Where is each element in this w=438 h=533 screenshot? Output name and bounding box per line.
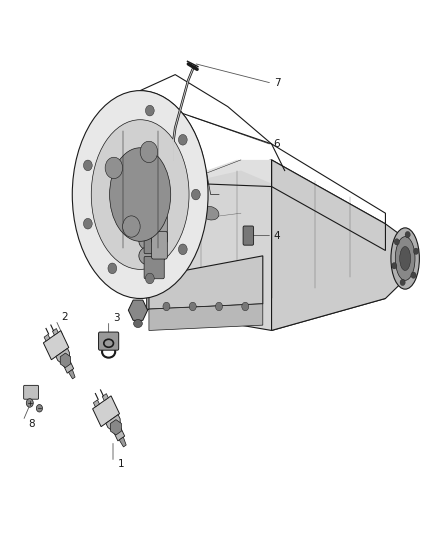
Ellipse shape [105, 157, 123, 179]
Text: 5: 5 [142, 284, 149, 294]
Circle shape [189, 302, 196, 311]
Circle shape [242, 302, 249, 311]
Ellipse shape [123, 216, 140, 237]
Polygon shape [68, 369, 75, 379]
Polygon shape [102, 393, 108, 401]
Circle shape [178, 134, 187, 145]
Circle shape [145, 106, 154, 116]
Circle shape [411, 272, 416, 278]
Circle shape [392, 263, 397, 269]
Circle shape [26, 399, 33, 407]
Ellipse shape [134, 320, 142, 327]
Polygon shape [106, 415, 125, 441]
Polygon shape [53, 328, 58, 335]
Ellipse shape [201, 206, 219, 220]
Polygon shape [93, 400, 99, 407]
Circle shape [215, 302, 223, 311]
FancyBboxPatch shape [152, 231, 167, 259]
Text: 3: 3 [113, 313, 120, 323]
Polygon shape [147, 160, 385, 224]
FancyBboxPatch shape [24, 385, 39, 399]
Ellipse shape [91, 120, 189, 269]
Ellipse shape [140, 141, 158, 163]
Circle shape [84, 219, 92, 229]
Polygon shape [43, 330, 69, 360]
Circle shape [163, 302, 170, 311]
Circle shape [36, 405, 42, 412]
FancyBboxPatch shape [144, 256, 164, 279]
Circle shape [394, 239, 399, 245]
FancyBboxPatch shape [152, 215, 167, 243]
Text: 7: 7 [274, 78, 280, 87]
Polygon shape [149, 304, 263, 330]
Circle shape [191, 189, 200, 200]
Circle shape [405, 231, 410, 238]
Circle shape [178, 244, 187, 255]
Circle shape [400, 279, 405, 286]
Polygon shape [92, 396, 120, 427]
Ellipse shape [175, 217, 193, 231]
Polygon shape [110, 419, 121, 435]
Text: 4: 4 [274, 231, 280, 240]
Text: 8: 8 [28, 419, 35, 429]
Text: 2: 2 [61, 312, 68, 322]
Text: 1: 1 [117, 459, 124, 469]
Polygon shape [60, 353, 71, 368]
Text: 6: 6 [274, 139, 280, 149]
Polygon shape [272, 160, 407, 330]
Polygon shape [149, 256, 263, 309]
Polygon shape [147, 160, 385, 330]
Circle shape [108, 263, 117, 273]
Polygon shape [44, 334, 50, 341]
Circle shape [145, 273, 154, 284]
Ellipse shape [139, 246, 161, 265]
Ellipse shape [395, 237, 415, 280]
Ellipse shape [399, 246, 411, 271]
Polygon shape [56, 349, 74, 373]
Circle shape [413, 248, 419, 254]
Ellipse shape [391, 228, 420, 289]
Ellipse shape [139, 217, 161, 236]
Ellipse shape [139, 231, 161, 251]
FancyBboxPatch shape [99, 332, 119, 350]
Polygon shape [119, 437, 126, 447]
FancyBboxPatch shape [243, 226, 254, 245]
Ellipse shape [72, 91, 208, 298]
FancyBboxPatch shape [144, 231, 164, 254]
Ellipse shape [110, 148, 171, 241]
Circle shape [84, 160, 92, 171]
